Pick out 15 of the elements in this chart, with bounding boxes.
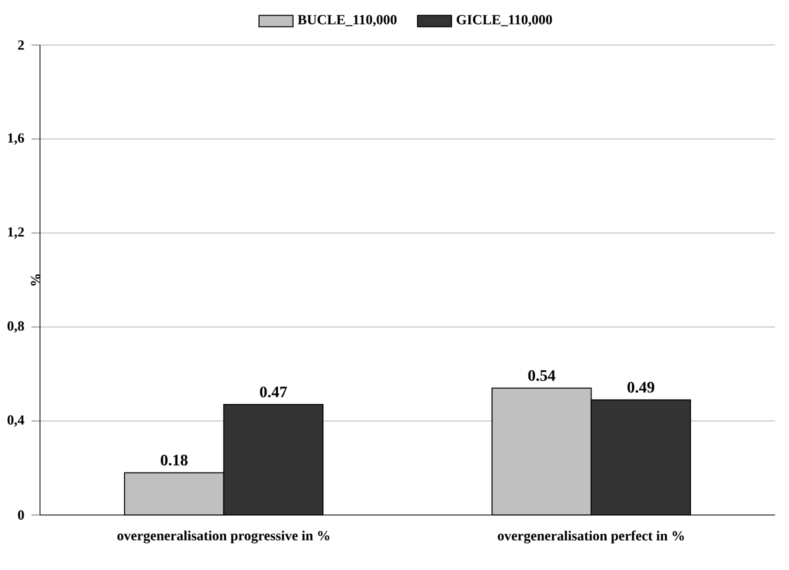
data-label: 0.47 bbox=[260, 386, 287, 398]
y-tick-label: 0,8 bbox=[8, 321, 24, 333]
y-tick-label: 2 bbox=[18, 40, 24, 50]
y-tick-label: 0,4 bbox=[8, 415, 24, 427]
legend-label: GICLE_110,000 bbox=[456, 14, 552, 26]
y-tick-label: 1,2 bbox=[8, 227, 24, 239]
x-tick-label: overgeneralisation progressive in % bbox=[117, 530, 330, 544]
y-tick-label: 1,6 bbox=[8, 133, 24, 145]
data-label: 0.49 bbox=[628, 382, 654, 393]
x-tick-label: overgeneralisation perfect in % bbox=[498, 530, 684, 544]
legend-label: BUCLE_110,000 bbox=[298, 14, 397, 26]
data-label: 0.18 bbox=[160, 454, 188, 466]
data-label: 0.54 bbox=[528, 370, 556, 381]
y-axis-title: % bbox=[30, 274, 40, 286]
y-tick-label: 0 bbox=[18, 510, 24, 520]
